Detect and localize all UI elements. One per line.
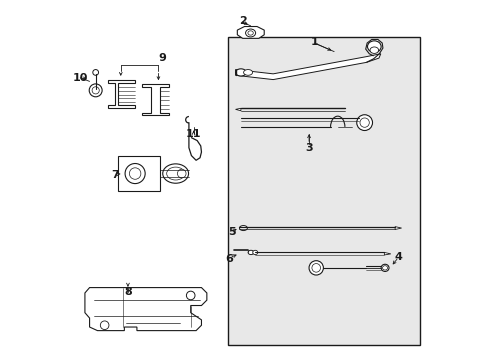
Circle shape <box>89 84 102 97</box>
Ellipse shape <box>235 69 246 76</box>
Polygon shape <box>235 54 380 80</box>
Ellipse shape <box>382 266 387 270</box>
Text: 3: 3 <box>305 143 312 153</box>
Ellipse shape <box>245 29 255 37</box>
Ellipse shape <box>247 31 253 35</box>
Circle shape <box>308 261 323 275</box>
Text: 8: 8 <box>124 287 132 297</box>
Ellipse shape <box>380 264 388 271</box>
Circle shape <box>186 291 195 300</box>
Polygon shape <box>235 108 241 111</box>
Polygon shape <box>394 226 401 229</box>
Ellipse shape <box>247 250 253 255</box>
Circle shape <box>93 69 99 75</box>
Circle shape <box>129 168 141 179</box>
Ellipse shape <box>239 226 247 230</box>
Text: 9: 9 <box>158 53 165 63</box>
Ellipse shape <box>369 47 378 53</box>
Bar <box>118 156 159 192</box>
Ellipse shape <box>166 167 184 180</box>
Circle shape <box>125 163 145 184</box>
Text: 5: 5 <box>228 227 236 237</box>
Circle shape <box>92 87 99 94</box>
Text: 4: 4 <box>394 252 402 262</box>
Polygon shape <box>108 80 135 108</box>
Text: 6: 6 <box>225 254 233 264</box>
Circle shape <box>177 169 185 178</box>
Text: 10: 10 <box>72 73 88 83</box>
Polygon shape <box>237 27 264 39</box>
Polygon shape <box>142 84 169 116</box>
Circle shape <box>359 118 368 127</box>
Ellipse shape <box>163 164 188 183</box>
Ellipse shape <box>252 250 257 255</box>
Ellipse shape <box>243 69 252 75</box>
Polygon shape <box>85 288 206 330</box>
Polygon shape <box>384 252 390 255</box>
Circle shape <box>356 115 372 131</box>
Ellipse shape <box>367 41 380 52</box>
Text: 7: 7 <box>111 170 119 180</box>
Circle shape <box>100 321 109 329</box>
Text: 1: 1 <box>310 37 318 47</box>
Text: 2: 2 <box>238 17 246 27</box>
Text: 11: 11 <box>185 129 201 139</box>
Circle shape <box>311 264 320 272</box>
Bar <box>228 37 419 345</box>
Polygon shape <box>359 118 364 121</box>
